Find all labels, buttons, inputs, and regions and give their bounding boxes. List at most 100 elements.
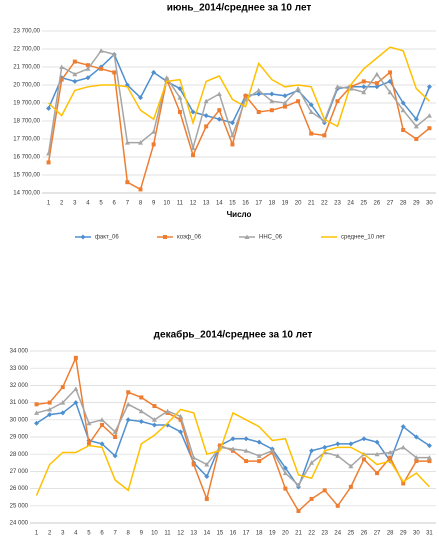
marker	[309, 460, 315, 465]
marker	[164, 75, 170, 80]
marker	[335, 441, 341, 447]
y-tick-label: 30 000	[10, 417, 29, 423]
marker	[138, 419, 144, 425]
marker	[230, 142, 235, 147]
marker	[138, 95, 143, 101]
x-tick-label: 14	[203, 531, 210, 537]
x-tick-label: 22	[321, 201, 328, 207]
marker	[229, 120, 235, 126]
marker	[375, 471, 380, 476]
marker	[229, 132, 235, 138]
marker	[322, 444, 328, 450]
y-tick-label: 17 700,00	[13, 137, 40, 143]
marker	[73, 355, 78, 360]
marker	[426, 455, 432, 460]
marker	[427, 459, 432, 464]
marker	[163, 235, 167, 239]
chart-title: декабрь_2014/среднее за 10 лет	[154, 329, 313, 341]
marker	[46, 105, 52, 111]
x-tick-label: 10	[151, 531, 158, 537]
y-tick-label: 14 700,00	[13, 191, 40, 197]
x-tick-label: 19	[269, 531, 276, 537]
marker	[203, 98, 209, 104]
marker	[361, 89, 367, 95]
x-tick-label: 13	[203, 201, 210, 207]
marker	[151, 69, 157, 75]
x-tick-label: 20	[282, 531, 289, 537]
marker	[99, 441, 105, 447]
marker	[426, 84, 432, 90]
marker	[191, 455, 197, 460]
marker	[348, 463, 354, 469]
marker	[73, 386, 79, 391]
marker	[85, 63, 90, 68]
marker	[217, 108, 222, 113]
marker	[335, 503, 340, 508]
marker	[60, 410, 66, 416]
marker	[309, 131, 314, 136]
x-tick-label: 22	[308, 531, 315, 537]
x-tick-label: 7	[126, 201, 130, 207]
y-tick-label: 22 700,00	[13, 47, 40, 53]
marker	[230, 446, 236, 452]
x-tick-label: 29	[400, 531, 407, 537]
marker	[361, 79, 366, 84]
marker	[335, 84, 340, 89]
y-tick-label: 34 000	[10, 349, 29, 355]
x-tick-label: 12	[177, 531, 184, 537]
marker	[59, 64, 65, 69]
marker	[309, 496, 314, 501]
marker	[138, 187, 143, 192]
x-tick-label: 29	[413, 201, 420, 207]
y-tick-label: 29 000	[10, 435, 29, 441]
marker	[86, 420, 92, 426]
marker	[361, 436, 367, 442]
marker	[321, 118, 327, 123]
y-tick-label: 33 000	[10, 366, 29, 372]
x-tick-label: 18	[268, 201, 275, 207]
x-tick-label: 16	[242, 201, 249, 207]
marker	[85, 66, 91, 71]
marker	[348, 441, 354, 447]
marker	[269, 108, 274, 113]
x-tick-label: 3	[61, 531, 65, 537]
legend-label: коэф_06	[177, 235, 202, 241]
marker	[85, 75, 91, 81]
marker	[361, 84, 367, 90]
marker	[34, 410, 40, 415]
marker	[387, 449, 393, 455]
legend-label: среднее_10 лет	[341, 235, 385, 241]
legend-label: ННС_06	[259, 235, 283, 241]
y-tick-label: 18 700,00	[13, 119, 40, 125]
marker	[308, 109, 314, 114]
marker	[400, 100, 406, 106]
marker	[282, 93, 288, 99]
marker	[34, 402, 39, 407]
marker	[177, 86, 183, 92]
marker	[60, 400, 66, 405]
marker	[125, 180, 130, 185]
x-tick-label: 17	[243, 531, 250, 537]
marker	[190, 109, 196, 115]
x-tick-label: 8	[127, 531, 131, 537]
marker	[98, 48, 104, 53]
x-tick-label: 31	[426, 531, 433, 537]
marker	[335, 99, 340, 104]
marker	[86, 441, 91, 446]
x-tick-label: 4	[86, 201, 90, 207]
marker	[401, 128, 406, 132]
x-tick-label: 27	[387, 201, 394, 207]
x-tick-label: 5	[87, 531, 91, 537]
marker	[400, 444, 406, 450]
marker	[401, 481, 406, 486]
marker	[282, 104, 287, 109]
marker	[204, 496, 209, 501]
chart-title: июнь_2014/среднее за 10 лет	[167, 3, 312, 14]
marker	[256, 91, 262, 97]
marker	[413, 123, 419, 129]
marker	[322, 488, 327, 493]
x-tick-label: 26	[361, 531, 368, 537]
marker	[99, 66, 104, 71]
y-tick-label: 21 700,00	[13, 65, 40, 71]
x-tick-label: 13	[190, 531, 197, 537]
